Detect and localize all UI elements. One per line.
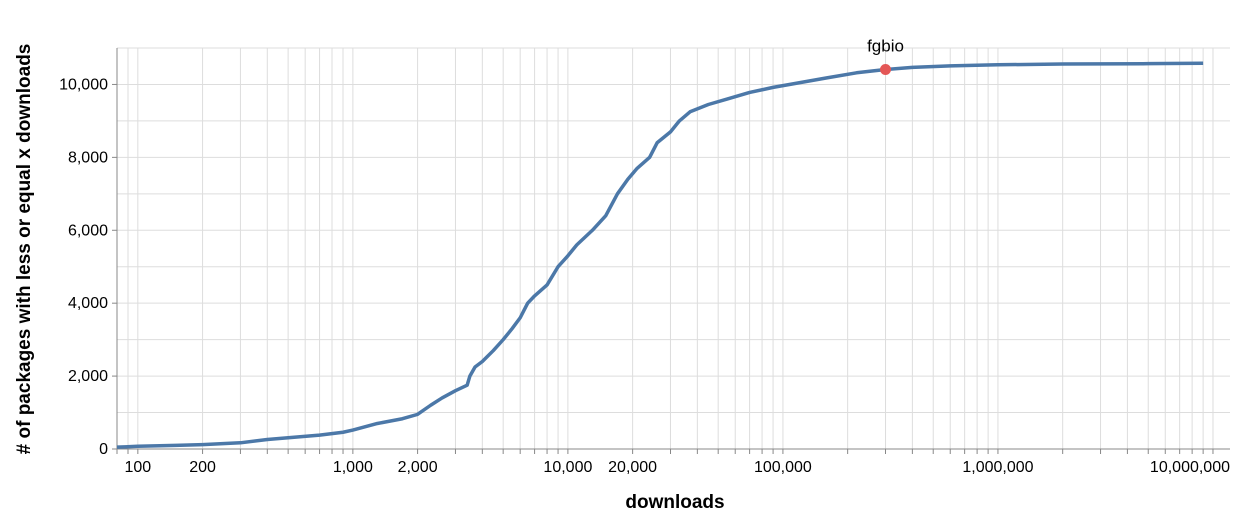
y-tick-label: 6,000 xyxy=(68,222,108,239)
series-line xyxy=(116,61,1204,449)
axes xyxy=(116,48,1230,450)
x-tick-label: 10,000,000 xyxy=(1150,459,1230,476)
y-tick-label: 10,000 xyxy=(59,76,108,93)
y-gridlines xyxy=(117,47,1230,450)
highlight-label: fgbio xyxy=(867,37,904,56)
x-tick-label: 200 xyxy=(189,459,216,476)
x-axis-title: downloads xyxy=(625,492,724,513)
y-axis-ticks: 0 2,000 4,000 6,000 8,000 10,000 xyxy=(59,76,117,458)
x-tick-label: 1,000,000 xyxy=(962,459,1033,476)
x-tick-label: 10,000 xyxy=(543,459,592,476)
y-tick-label: 8,000 xyxy=(68,149,108,166)
y-tick-label: 0 xyxy=(99,441,108,458)
x-gridlines xyxy=(116,48,1214,449)
x-tick-label: 100 xyxy=(124,459,151,476)
y-axis-title: # of packages with less or equal x downl… xyxy=(14,44,35,455)
highlight-point-fgbio[interactable] xyxy=(880,64,892,76)
x-tick-label: 100,000 xyxy=(754,459,812,476)
x-axis-ticks: 100 200 1,000 2,000 10,000 20,000 100,000 1,000… xyxy=(116,449,1230,476)
x-tick-label: 2,000 xyxy=(398,459,438,476)
y-tick-label: 4,000 xyxy=(68,295,108,312)
x-tick-label: 1,000 xyxy=(333,459,373,476)
y-tick-label: 2,000 xyxy=(68,368,108,385)
x-tick-label: 20,000 xyxy=(608,459,657,476)
